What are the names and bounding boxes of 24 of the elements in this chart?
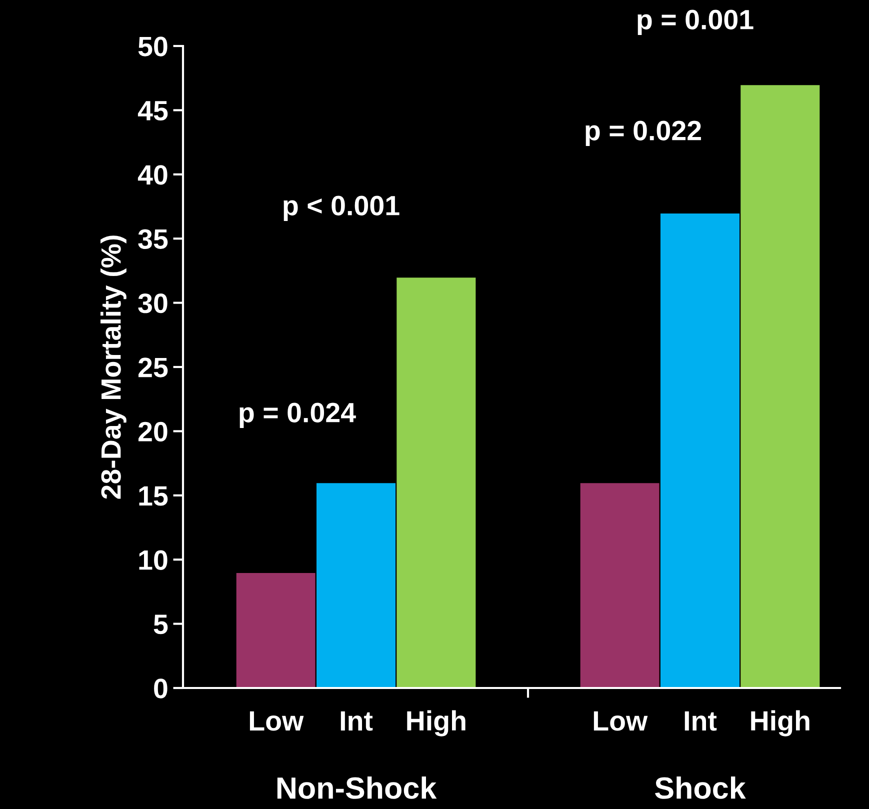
text: Int [684, 711, 717, 731]
y-tick-label: 0 [154, 678, 168, 698]
text: p = 0.001 [638, 10, 754, 35]
y-tick-label: 45 [138, 101, 168, 121]
series-label: High [407, 710, 466, 736]
y-tick-label: 50 [138, 36, 168, 56]
y-tick-label: 40 [138, 165, 168, 185]
text: Low [594, 711, 648, 731]
y-tick-label: 35 [138, 229, 168, 249]
x-tick-label: Non-Shock [277, 776, 437, 799]
y-tick-label: 10 [139, 550, 168, 570]
series-label: Low [250, 711, 304, 731]
annotation: p < 0.001 [284, 196, 400, 221]
y-tick-label: 5 [154, 614, 168, 634]
y-axis-title: 28-Day Mortality (%) [100, 236, 126, 499]
y-tick-label: 30 [138, 293, 168, 314]
y-tick-label: 20 [138, 422, 168, 442]
text: High [751, 710, 810, 736]
x-tick-label: Shock [655, 776, 746, 799]
annotation: p = 0.024 [240, 402, 356, 428]
annotation: p = 0.022 [586, 120, 701, 146]
y-tick-label: 15 [139, 486, 168, 506]
y-tick-label: 25 [138, 358, 168, 378]
series-label: Int [340, 711, 373, 731]
